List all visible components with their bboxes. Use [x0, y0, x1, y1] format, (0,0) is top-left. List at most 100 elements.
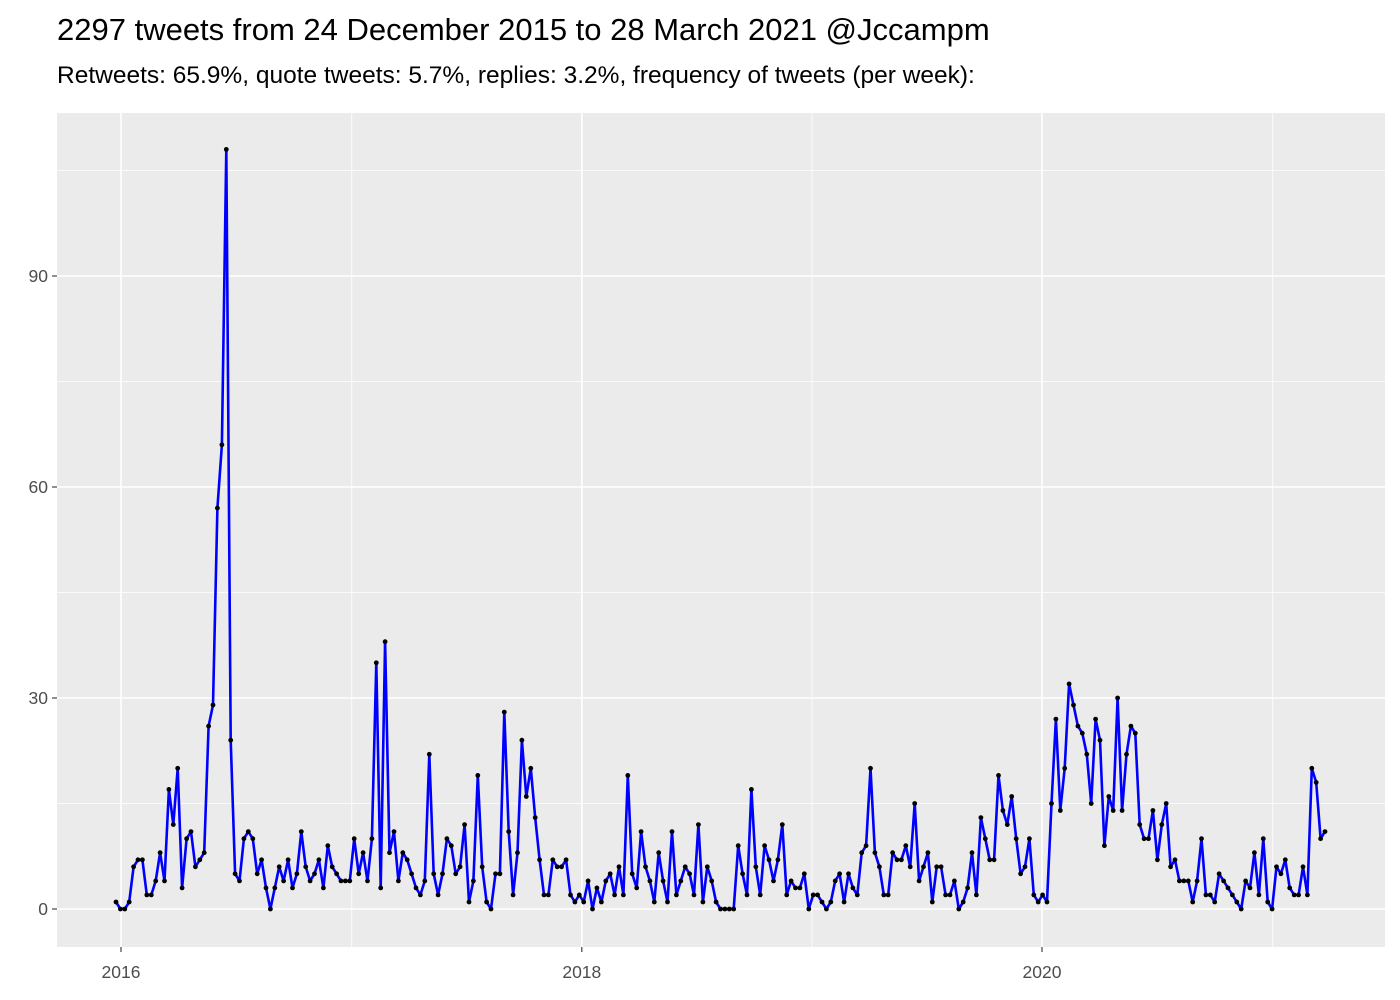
data-point: [1110, 808, 1116, 813]
data-point: [965, 885, 970, 891]
data-point: [435, 892, 441, 898]
data-point: [1155, 857, 1160, 863]
line-segment: [1239, 879, 1247, 911]
line-segment: [785, 879, 793, 897]
line-segment: [913, 802, 921, 883]
line-segment: [908, 802, 917, 869]
line-segment: [983, 837, 992, 862]
line-segment: [613, 865, 621, 897]
data-point: [1031, 892, 1037, 898]
line-segment: [1191, 879, 1199, 904]
data-point: [682, 864, 688, 870]
data-point: [1256, 892, 1262, 898]
data-point: [621, 892, 626, 898]
data-point: [453, 871, 459, 877]
data-point: [148, 892, 154, 898]
line-segment: [207, 703, 215, 728]
data-point: [1022, 864, 1028, 870]
data-point: [418, 892, 423, 898]
data-point: [343, 878, 348, 884]
data-point: [431, 871, 437, 877]
data-point: [1269, 906, 1275, 912]
line-segment: [652, 851, 661, 904]
line-segment: [547, 858, 555, 897]
line-segment: [917, 865, 925, 883]
data-point: [1265, 899, 1271, 905]
data-point: [245, 829, 251, 834]
line-segment: [829, 879, 837, 904]
data-point: [749, 787, 754, 792]
line-segment: [1028, 837, 1036, 897]
data-point: [1106, 794, 1112, 799]
line-segment: [1045, 802, 1053, 904]
data-point: [1230, 892, 1235, 898]
data-point: [493, 871, 498, 877]
data-point: [188, 829, 194, 834]
data-point: [638, 829, 644, 834]
data-point: [674, 892, 679, 898]
data-point: [462, 822, 467, 827]
data-point: [347, 878, 353, 884]
data-point: [281, 878, 286, 884]
data-point: [276, 864, 282, 870]
line-segment: [423, 752, 431, 883]
data-point: [1243, 878, 1248, 884]
data-point: [523, 794, 529, 799]
data-point: [1225, 885, 1231, 891]
line-segment: [772, 858, 780, 883]
data-points: [113, 147, 1328, 912]
line-segment: [564, 858, 572, 897]
chart-subtitle: Retweets: 65.9%, quote tweets: 5.7%, rep…: [57, 62, 975, 89]
line-segment: [538, 858, 546, 897]
data-point: [232, 871, 238, 877]
x-tick-label: 2020: [1023, 962, 1062, 982]
data-point: [590, 906, 595, 912]
data-point: [1278, 871, 1284, 877]
line-segment: [163, 788, 171, 883]
data-point: [400, 850, 406, 856]
data-point: [179, 885, 185, 891]
line-segment: [1103, 795, 1111, 848]
line-segment: [939, 865, 947, 897]
data-point: [784, 892, 790, 898]
line-segment: [1138, 823, 1146, 841]
line-segment: [127, 865, 135, 904]
line-segment: [216, 443, 224, 510]
data-point: [532, 815, 538, 820]
line-segment: [675, 879, 683, 897]
data-point: [1260, 836, 1266, 842]
data-point: [669, 829, 675, 834]
line-segment: [352, 837, 361, 876]
data-point: [1172, 857, 1178, 863]
line-segment: [758, 844, 766, 897]
line-segment: [238, 837, 246, 883]
data-point: [996, 773, 1001, 778]
data-point: [259, 857, 264, 863]
data-point: [219, 442, 225, 448]
data-point: [268, 906, 273, 912]
data-point: [828, 899, 834, 905]
data-point: [122, 906, 128, 912]
data-point: [991, 857, 997, 863]
line-segment: [1054, 717, 1062, 812]
data-point: [426, 751, 432, 757]
data-point: [775, 857, 781, 863]
data-point: [360, 850, 366, 856]
line-segment: [591, 886, 599, 911]
line-segment: [295, 830, 303, 876]
data-point: [934, 864, 940, 870]
data-point: [422, 878, 428, 884]
data-point: [779, 822, 785, 827]
data-point: [466, 899, 472, 905]
line-segment: [1310, 766, 1318, 784]
data-point: [581, 899, 587, 905]
line-segment: [1257, 837, 1265, 897]
line-segment: [533, 816, 541, 862]
data-point: [144, 892, 150, 898]
data-point: [1274, 864, 1279, 870]
line-segment: [997, 774, 1005, 812]
data-point: [1088, 801, 1094, 806]
data-point: [696, 822, 701, 827]
data-point: [135, 857, 141, 863]
data-point: [1313, 780, 1319, 785]
